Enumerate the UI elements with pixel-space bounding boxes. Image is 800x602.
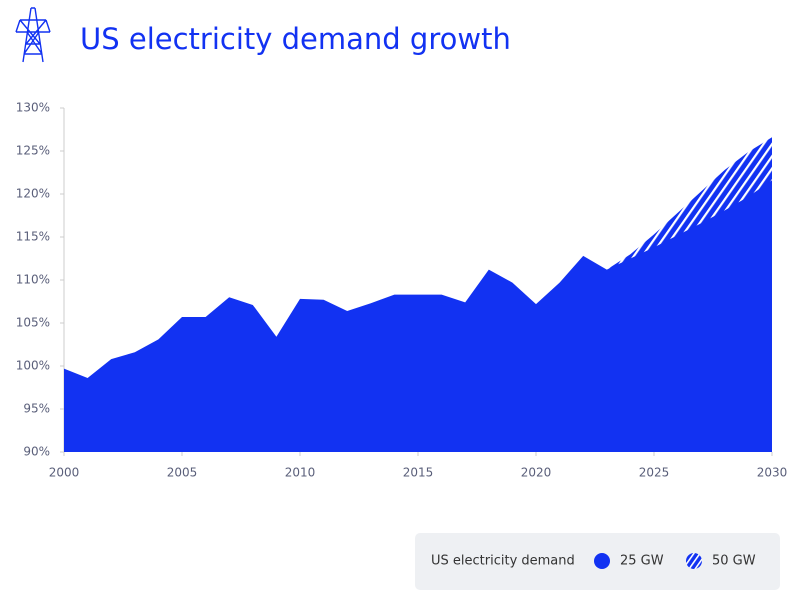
x-tick-label: 2015 — [403, 466, 434, 480]
y-tick-label: 125% — [16, 144, 50, 158]
y-tick-label: 100% — [16, 359, 50, 373]
legend-swatch — [686, 553, 702, 569]
y-tick-label: 105% — [16, 316, 50, 330]
y-tick-label: 110% — [16, 273, 50, 287]
y-tick-label: 115% — [16, 230, 50, 244]
x-tick-label: 2030 — [757, 466, 788, 480]
x-tick-label: 2025 — [639, 466, 670, 480]
y-tick-label: 95% — [23, 402, 50, 416]
y-tick-label: 120% — [16, 187, 50, 201]
legend-label: 50 GW — [712, 554, 756, 569]
x-tick-label: 2010 — [285, 466, 316, 480]
pylon-icon — [15, 7, 51, 63]
y-tick-label: 90% — [23, 445, 50, 459]
legend-title: US electricity demand — [431, 554, 575, 569]
y-tick-label: 130% — [16, 101, 50, 115]
x-tick-label: 2005 — [167, 466, 198, 480]
x-tick-label: 2020 — [521, 466, 552, 480]
legend-label: 25 GW — [620, 554, 664, 569]
area — [64, 180, 772, 453]
legend-swatch — [594, 553, 610, 569]
chart-title: US electricity demand growth — [80, 22, 511, 56]
x-tick-label: 2000 — [49, 466, 80, 480]
